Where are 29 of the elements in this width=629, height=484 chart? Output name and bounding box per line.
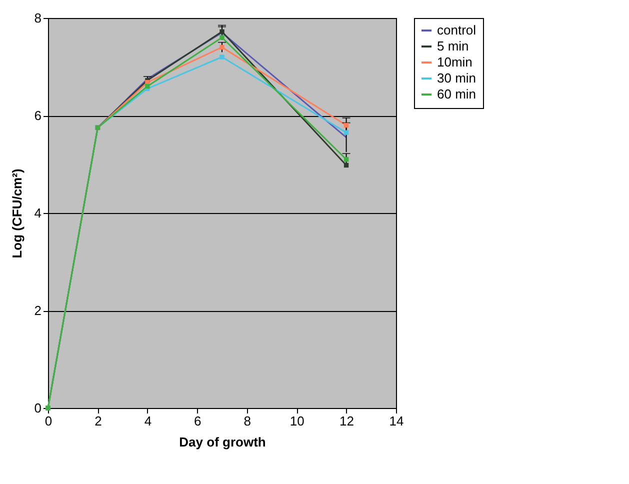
x-axis-title: Day of growth — [179, 434, 266, 450]
point — [344, 122, 349, 128]
x-tick-label: 0 — [44, 414, 52, 428]
legend-label: 60 min — [437, 86, 476, 102]
point — [220, 35, 224, 40]
y-axis-title: Log (CFU/cm²) — [9, 168, 24, 258]
legend-label: control — [437, 22, 476, 38]
legend-label: 5 min — [437, 38, 469, 54]
x-tick-label: 2 — [94, 414, 102, 428]
point — [344, 130, 349, 135]
x-tick-label: 14 — [389, 414, 404, 428]
x-tick-label: 8 — [244, 414, 251, 428]
x-tick-label: 4 — [144, 414, 152, 428]
point — [220, 29, 224, 34]
x-tick-label: 10 — [290, 414, 304, 428]
point — [145, 84, 150, 89]
legend-label: 10min — [437, 54, 472, 70]
point — [220, 44, 224, 50]
legend-label: 30 min — [437, 70, 476, 86]
point — [344, 162, 349, 168]
y-tick-label: 8 — [34, 10, 42, 26]
y-tick-label: 4 — [34, 206, 42, 220]
y-tick-label: 6 — [34, 108, 42, 123]
y-tick-label: 0 — [34, 400, 42, 416]
point — [344, 157, 349, 162]
x-tick-label: 6 — [194, 414, 202, 428]
point — [220, 54, 224, 60]
x-tick-label: 12 — [340, 414, 354, 428]
y-tick-label: 2 — [34, 303, 42, 318]
